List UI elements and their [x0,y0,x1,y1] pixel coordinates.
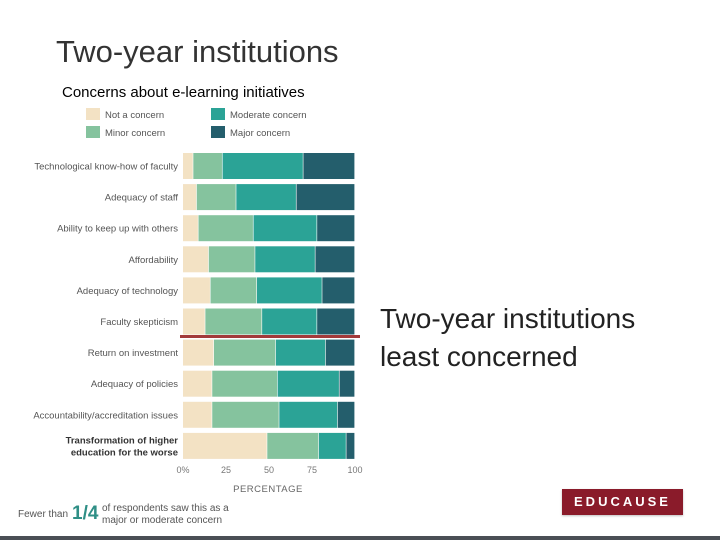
bar-segment-2-1 [198,215,253,242]
category-label-8: Accountability/accreditation issues [33,410,178,421]
category-label-9: Transformation of higher education for th… [66,435,179,458]
bar-segment-2-0 [183,215,198,242]
bar-segment-5-1 [205,308,262,335]
category-label-6: Return on investment [88,348,179,359]
category-label-1: Adequacy of staff [105,193,179,204]
footnote-line-2: major or moderate concern [102,515,223,526]
bottom-bar [0,536,720,540]
bar-segment-6-3 [325,339,355,366]
bar-segment-8-2 [279,401,338,428]
chart-title: Concerns about e-learning initiatives [62,84,305,101]
bar-segment-6-0 [183,339,214,366]
callout: Two-year institutions least concerned [380,300,635,376]
callout-line-2: least concerned [380,341,578,372]
x-tick-label-1: 25 [221,465,231,475]
bar-segment-2-2 [253,215,317,242]
x-tick-label-4: 100 [347,465,362,475]
bar-segment-4-1 [210,277,257,304]
bar-segment-3-1 [208,246,255,273]
legend-label-3: Major concern [230,128,290,139]
bar-segment-2-3 [317,215,355,242]
footnote-prefix: Fewer than [18,509,69,520]
footnote-fraction: 1/4 [72,503,99,524]
bar-segment-1-0 [183,184,197,211]
x-tick-label-0: 0% [176,465,189,475]
bar-segment-6-2 [275,339,326,366]
category-label-2: Ability to keep up with others [57,224,178,235]
legend-swatch-3 [211,126,225,138]
bar-segment-1-2 [236,184,296,211]
legend-swatch-1 [86,126,100,138]
bar-segment-0-3 [303,153,355,179]
bar-segment-6-1 [213,339,276,366]
legend-swatch-0 [86,108,100,120]
bar-segment-7-1 [212,370,277,397]
category-label-0: Technological know-how of faculty [34,162,178,173]
bar-segment-0-1 [193,153,222,179]
category-label-4: Adequacy of technology [77,286,179,297]
slide-title: Two-year institutions [56,34,339,69]
legend-label-0: Not a concern [105,110,164,121]
bar-segment-8-3 [337,401,355,428]
legend-label-1: Minor concern [105,128,165,139]
bar-segment-9-0 [183,432,267,459]
callout-line-1: Two-year institutions [380,303,636,334]
bar-segment-1-1 [196,184,236,211]
x-axis-label: PERCENTAGE [233,484,303,495]
bar-segment-3-2 [255,246,315,273]
bar-segment-5-2 [262,308,317,335]
bar-segment-9-1 [267,432,319,459]
bar-segment-7-3 [339,370,355,397]
bar-segment-8-1 [212,401,279,428]
bar-segment-9-2 [318,432,346,459]
bar-segment-7-2 [277,370,339,397]
category-label-3: Affordability [129,255,179,266]
bar-segment-9-3 [346,432,355,459]
bar-segment-7-0 [183,370,212,397]
bar-segment-3-0 [183,246,209,273]
category-label-5: Faculty skepticism [100,317,178,328]
legend-label-2: Moderate concern [230,110,307,121]
bar-segment-0-2 [222,153,303,179]
legend-swatch-2 [211,108,225,120]
bar-segment-0-0 [183,153,193,179]
footnote-text: of respondents saw this as a major or mo… [102,503,229,527]
bar-segment-8-0 [183,401,212,428]
bar-segment-5-0 [183,308,205,335]
bar-segment-4-2 [256,277,322,304]
educause-logo: EDUCAUSE [562,489,683,515]
footnote-line-1: of respondents saw this as a [102,503,229,514]
bar-segment-4-3 [322,277,355,304]
category-label-7: Adequacy of policies [91,379,178,390]
x-tick-label-3: 75 [307,465,317,475]
bar-segment-4-0 [183,277,210,304]
bar-segment-1-3 [296,184,355,211]
bar-segment-3-3 [315,246,355,273]
x-tick-label-2: 50 [264,465,274,475]
bar-segment-5-3 [317,308,355,335]
